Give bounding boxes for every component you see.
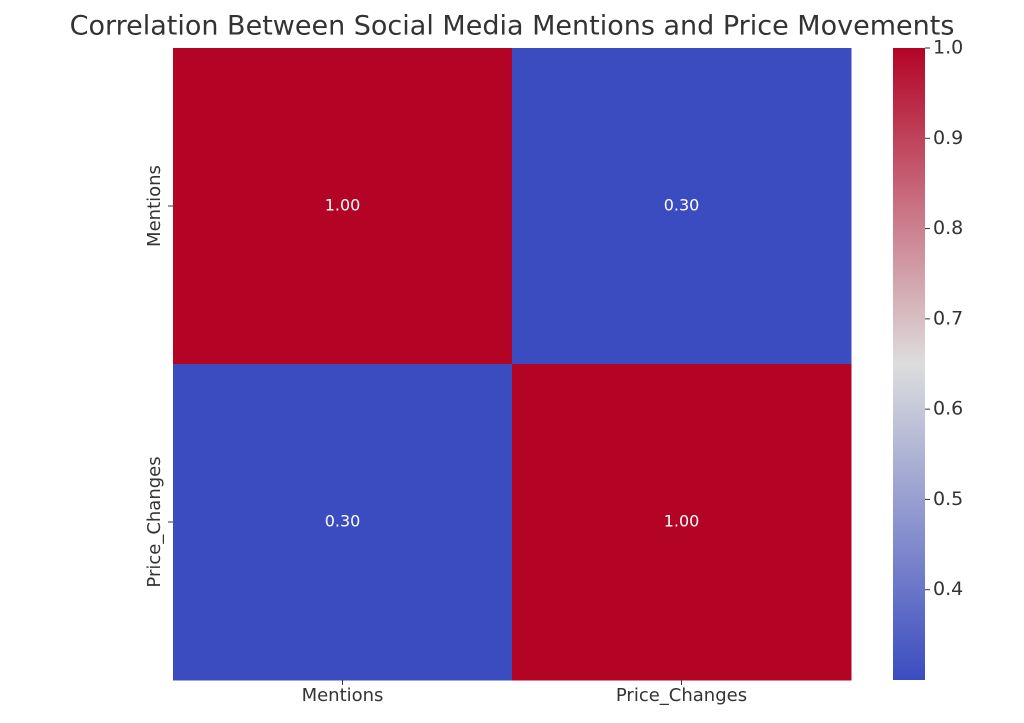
cell-label: 0.30: [664, 196, 700, 215]
colorbar-tick-label: 1.0: [933, 37, 963, 59]
heatmap-cell: [173, 364, 513, 681]
colorbar-tick-label: 0.4: [933, 578, 963, 600]
heatmap-cell: [512, 364, 852, 681]
cell-label: 1.00: [325, 196, 361, 215]
cell-label: 1.00: [664, 512, 700, 531]
x-tick-label: Mentions: [302, 685, 384, 706]
colorbar: [893, 48, 925, 680]
colorbar-tick-label: 0.6: [933, 398, 963, 420]
heatmap-cell: [512, 48, 852, 365]
cell-label: 0.30: [325, 512, 361, 531]
colorbar-tick-label: 0.9: [933, 127, 963, 149]
chart-title: Correlation Between Social Media Mention…: [70, 11, 955, 42]
colorbar-tick-label: 0.7: [933, 307, 963, 329]
y-tick-label: Price_Changes: [144, 456, 165, 587]
heatmap-cell: [173, 48, 513, 365]
y-tick-label: Mentions: [144, 165, 165, 247]
colorbar-tick-label: 0.8: [933, 217, 963, 239]
colorbar-tick-label: 0.5: [933, 488, 963, 510]
x-tick-label: Price_Changes: [616, 685, 747, 706]
